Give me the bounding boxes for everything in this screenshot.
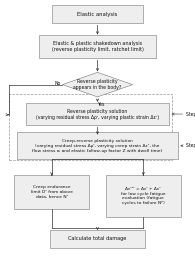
Bar	[9, 94, 172, 160]
Text: Calculate total damage: Calculate total damage	[68, 236, 127, 241]
Text: Creep-reverse plasticity solution
(varying residual stress Δρʳ, varying creep st: Creep-reverse plasticity solution (varyi…	[32, 139, 163, 152]
FancyBboxPatch shape	[50, 230, 145, 248]
Text: Step 2: Step 2	[186, 143, 195, 148]
FancyBboxPatch shape	[14, 175, 89, 209]
Text: Reverse plasticity solution
(varying residual stress Δρʳ, varying plastic strain: Reverse plasticity solution (varying res…	[36, 109, 159, 119]
Text: Step 1: Step 1	[186, 111, 195, 117]
Text: Yes: Yes	[97, 101, 104, 107]
FancyBboxPatch shape	[52, 5, 143, 23]
Text: Reverse plasticity
appears in the body?: Reverse plasticity appears in the body?	[73, 79, 122, 90]
Text: Creep endurance
limit Dᶜ from above
data, hence Nᶜ: Creep endurance limit Dᶜ from above data…	[31, 186, 73, 199]
Text: Elastic analysis: Elastic analysis	[77, 12, 118, 17]
FancyBboxPatch shape	[26, 103, 169, 125]
FancyBboxPatch shape	[106, 175, 181, 217]
FancyBboxPatch shape	[17, 132, 178, 159]
Polygon shape	[62, 72, 133, 97]
FancyBboxPatch shape	[39, 35, 156, 58]
Text: Elastic & plastic shakedown analysis
(reverse plasticity limit, ratchet limit): Elastic & plastic shakedown analysis (re…	[51, 41, 144, 52]
Text: Δεᵗᵒᵗ = Δεʳ + Δεᶜ
for low cycle fatigue
evaluation (fatigue
cycles to failure Nᵖ: Δεᵗᵒᵗ = Δεʳ + Δεᶜ for low cycle fatigue …	[121, 187, 166, 205]
Text: No: No	[54, 81, 60, 86]
